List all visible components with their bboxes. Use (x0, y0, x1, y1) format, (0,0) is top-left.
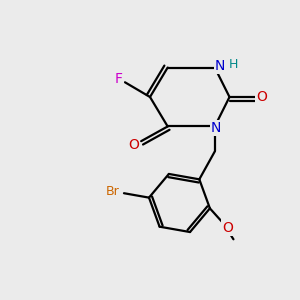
Text: Br: Br (105, 185, 119, 198)
Text: H: H (229, 58, 239, 71)
Text: O: O (256, 90, 267, 104)
Text: N: N (215, 59, 225, 73)
Text: O: O (222, 220, 233, 235)
Text: O: O (128, 138, 139, 152)
Text: N: N (211, 121, 221, 135)
Text: F: F (115, 72, 123, 86)
